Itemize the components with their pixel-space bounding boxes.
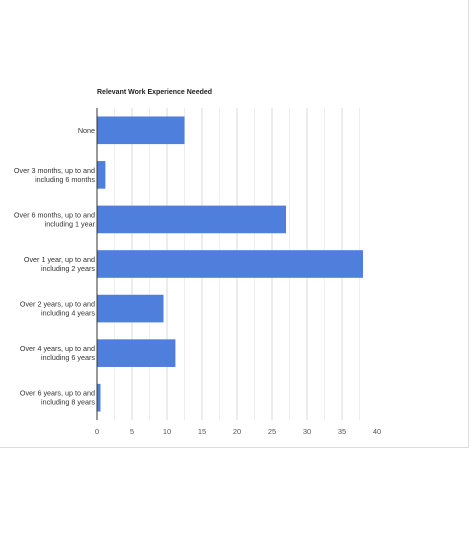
bar-3 (97, 250, 363, 278)
bar-0 (97, 116, 185, 145)
x-tick-label-1: 5 (130, 427, 134, 436)
category-label-1: Over 3 months, up to and including 6 mont… (14, 166, 96, 184)
bar-6 (97, 383, 101, 412)
category-label-4: Over 2 years, up to and including 4 years (20, 300, 96, 318)
category-label-2: Over 6 months, up to and including 1 year (14, 210, 96, 228)
x-tick-label-7: 35 (338, 427, 346, 436)
category-label-3: Over 1 year, up to and including 2 years (24, 255, 96, 273)
x-tick-label-5: 25 (268, 427, 276, 436)
bar-2 (97, 205, 286, 234)
category-label-5: Over 4 years, up to and including 6 years (20, 344, 96, 362)
category-label-0: None (78, 126, 95, 135)
bar-5 (97, 339, 176, 367)
x-tick-label-8: 40 (373, 427, 381, 436)
x-tick-label-3: 15 (198, 427, 206, 436)
category-label-6: Over 6 years, up to and including 8 years (20, 389, 96, 407)
chart-frame (0, 0, 469, 448)
x-tick-label-2: 10 (163, 427, 171, 436)
x-tick-label-6: 30 (303, 427, 311, 436)
x-tick-label-4: 20 (233, 427, 241, 436)
x-tick-label-0: 0 (95, 427, 99, 436)
bar-4 (97, 294, 164, 323)
chart-title: Relevant Work Experience Needed (97, 89, 213, 96)
bar-1 (97, 161, 106, 189)
